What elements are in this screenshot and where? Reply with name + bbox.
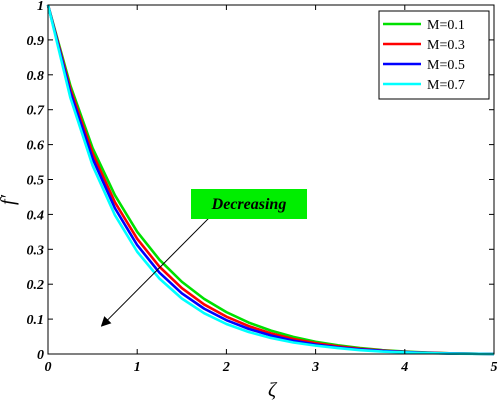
x-tick-label: 5 — [491, 360, 498, 375]
y-tick-label: 0.5 — [27, 174, 45, 189]
series-line-4 — [46, 4, 495, 356]
legend-label: M=0.1 — [427, 18, 465, 33]
annotation-layer: Decreasing — [100, 189, 307, 327]
y-axis-label: f′ — [0, 194, 19, 205]
y-tick-label: 0.3 — [27, 243, 45, 258]
y-tick-label: 0.1 — [27, 313, 45, 328]
legend-label: M=0.7 — [427, 78, 465, 93]
y-tick-label: 0.6 — [27, 139, 45, 154]
x-tick-label: 1 — [134, 360, 141, 375]
y-tick-label: 0.9 — [27, 34, 45, 49]
y-tick-label: 1 — [37, 0, 44, 14]
annotation-box — [191, 189, 307, 219]
legend: M=0.1 M=0.3 M=0.5 M=0.7 — [378, 10, 490, 100]
x-tick-label: 4 — [400, 360, 408, 375]
series-layer — [46, 4, 495, 356]
legend-label: M=0.3 — [427, 38, 465, 53]
axes-layer: 0 1 2 3 4 5 0 0.1 0.2 0.3 0.4 0.5 0.6 0.7 0.8 0.9 1 — [27, 0, 498, 375]
x-tick-label: 3 — [311, 360, 319, 375]
y-tick-label: 0 — [37, 348, 44, 363]
y-tick-label: 0.8 — [27, 69, 45, 84]
legend-label: M=0.5 — [427, 58, 465, 73]
annotation-label: Decreasing — [211, 196, 287, 213]
x-axis-label: ζ — [268, 379, 278, 401]
annotation-arrow — [100, 200, 227, 327]
y-tick-label: 0.4 — [27, 208, 45, 223]
x-tick-label: 0 — [45, 360, 52, 375]
y-tick-label: 0.2 — [27, 278, 45, 293]
y-tick-label: 0.7 — [27, 104, 46, 119]
x-tick-label: 2 — [222, 360, 230, 375]
